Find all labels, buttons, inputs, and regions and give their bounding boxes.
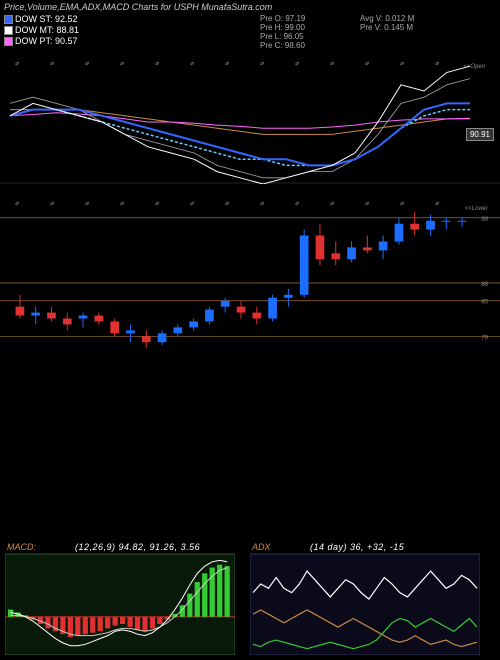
dow-pt-label: DOW PT:	[15, 36, 53, 46]
svg-text:⌀: ⌀	[225, 201, 230, 207]
volume-info: Avg V: 0.012 M Pre V: 0.145 M	[360, 14, 414, 32]
price-value-tag: 90.91	[466, 128, 494, 141]
price-ema-panel: ⌀⌀⌀⌀⌀⌀⌀⌀⌀⌀⌀⌀⌀<<Open	[0, 60, 500, 184]
svg-text:⌀: ⌀	[15, 201, 20, 207]
dow-st-label: DOW ST:	[15, 14, 53, 24]
svg-text:⌀: ⌀	[365, 61, 370, 67]
dow-mt-swatch	[4, 26, 13, 35]
svg-text:⌀: ⌀	[15, 61, 20, 67]
svg-text:⌀: ⌀	[50, 61, 55, 67]
svg-text:MACD:: MACD:	[7, 542, 36, 552]
svg-text:⌀: ⌀	[120, 61, 125, 67]
svg-text:⌀: ⌀	[295, 61, 300, 67]
svg-text:⌀: ⌀	[120, 201, 125, 207]
dow-mt-value: 88.81	[57, 25, 80, 35]
svg-text:⌀: ⌀	[260, 61, 265, 67]
svg-text:99: 99	[481, 217, 488, 223]
svg-text:⌀: ⌀	[190, 201, 195, 207]
dow-st-swatch	[4, 15, 13, 24]
svg-text:⌀: ⌀	[260, 201, 265, 207]
svg-text:88: 88	[481, 282, 488, 288]
ohlc-info: Pre O: 97.19 Pre H: 99.00 Pre L: 96.05 P…	[260, 14, 305, 50]
chart-title: Price,Volume,EMA,ADX,MACD Charts for USP…	[4, 2, 272, 12]
dow-st-value: 92.52	[55, 14, 78, 24]
svg-text:<<Lower: <<Lower	[465, 206, 489, 212]
svg-text:⌀: ⌀	[155, 61, 160, 67]
svg-text:⌀: ⌀	[190, 61, 195, 67]
svg-text:⌀: ⌀	[155, 201, 160, 207]
dow-pt-value: 90.57	[55, 36, 78, 46]
candlestick-panel: 79 85 88 99 <<Lower ⌀ ⌀ ⌀ ⌀ ⌀ ⌀ ⌀ ⌀ ⌀ ⌀ ⌀ ⌀ ⌀	[0, 200, 500, 360]
svg-text:ADX: ADX	[251, 542, 272, 552]
svg-text:(14 day) 36, +32, -15: (14 day) 36, +32, -15	[310, 542, 405, 552]
svg-text:⌀: ⌀	[400, 61, 405, 67]
dow-pt-swatch	[4, 37, 13, 46]
svg-text:79: 79	[481, 335, 488, 341]
dow-mt-label: DOW MT:	[15, 25, 54, 35]
svg-text:⌀: ⌀	[330, 201, 335, 207]
svg-text:⌀: ⌀	[85, 201, 90, 207]
svg-text:⌀: ⌀	[400, 201, 405, 207]
svg-text:(12,26,9) 94.82, 91.26, 3.56: (12,26,9) 94.82, 91.26, 3.56	[75, 542, 200, 552]
svg-text:85: 85	[481, 300, 488, 306]
svg-text:⌀: ⌀	[50, 201, 55, 207]
svg-text:⌀: ⌀	[85, 61, 90, 67]
svg-text:⌀: ⌀	[365, 201, 370, 207]
adx-panel: ADX (14 day) 36, +32, -15	[250, 540, 480, 655]
svg-text:⌀: ⌀	[295, 201, 300, 207]
svg-text:⌀: ⌀	[435, 61, 440, 67]
svg-text:⌀: ⌀	[330, 61, 335, 67]
dow-legend: DOW ST: 92.52 DOW MT: 88.81 DOW PT: 90.5…	[4, 14, 79, 47]
svg-text:⌀: ⌀	[225, 61, 230, 67]
macd-panel: MACD: (12,26,9) 94.82, 91.26, 3.56	[5, 540, 235, 655]
svg-text:⌀: ⌀	[435, 201, 440, 207]
